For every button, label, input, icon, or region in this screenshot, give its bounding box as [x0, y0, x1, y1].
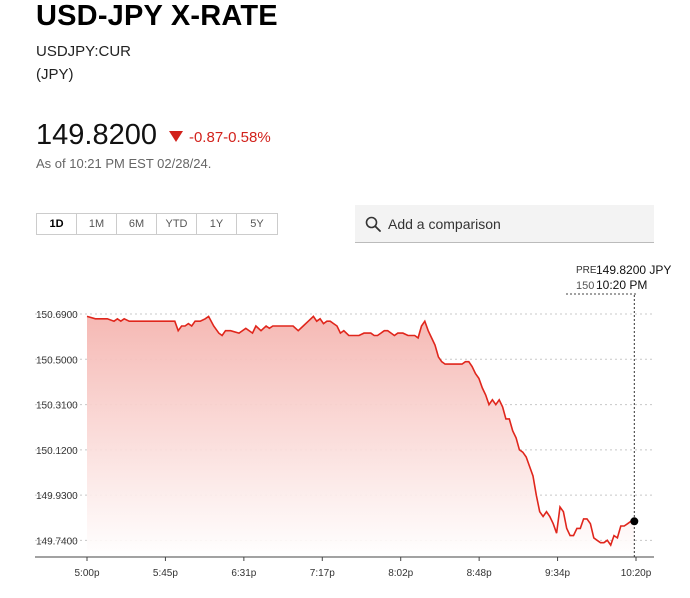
add-comparison-input[interactable]: Add a comparison: [355, 205, 654, 243]
price-tooltip: PRE 150 149.8200 JPY 10:20 PM: [566, 263, 671, 295]
add-comparison-placeholder: Add a comparison: [388, 215, 501, 232]
y-tick-label: 150.5000: [36, 355, 78, 366]
x-tick-label: 8:02p: [388, 568, 413, 579]
y-tick-label: 150.1200: [36, 446, 78, 457]
range-tab-5y[interactable]: 5Y: [250, 218, 264, 230]
currency-label: (JPY): [36, 66, 74, 83]
price-area: [87, 316, 635, 557]
last-price: 149.8200: [36, 118, 157, 151]
y-tick-label: 150.6900: [36, 310, 78, 321]
x-tick-label: 7:17p: [310, 568, 335, 579]
range-tab-6m[interactable]: 6M: [117, 214, 157, 234]
price-line: [86, 315, 635, 547]
price-chart[interactable]: 150.6900 150.5000 150.3100 150.1200 149.9300…: [0, 255, 690, 598]
range-tab-1y[interactable]: 1Y: [197, 214, 237, 234]
y-tick-label: 150.3100: [36, 401, 78, 412]
down-arrow-icon: [168, 131, 183, 142]
x-tick-label: 6:31p: [231, 568, 256, 579]
tooltip-time: 10:20 PM: [596, 278, 647, 292]
x-tick-label: 8:48p: [467, 568, 492, 579]
page-title: USD-JPY X-RATE: [36, 0, 278, 32]
search-icon: [365, 216, 381, 232]
tooltip-prefix-bottom: 150: [576, 280, 594, 292]
price-change-percent: -0.58%: [223, 128, 271, 146]
ticker-symbol: USDJPY:CUR: [36, 43, 132, 60]
tooltip-prefix-top: PRE: [576, 265, 597, 276]
range-selector: 1D 1M 6M YTD 1Y 5Y: [36, 213, 278, 235]
x-tick-label: 5:45p: [153, 568, 178, 579]
range-tab-1d[interactable]: 1D: [37, 214, 77, 234]
last-price-point: [630, 517, 639, 526]
y-tick-label: 149.7400: [36, 536, 78, 547]
range-tab-1m[interactable]: 1M: [77, 214, 117, 234]
range-tab-ytd[interactable]: YTD: [157, 214, 197, 234]
x-tick-label: 9:34p: [545, 568, 570, 579]
y-tick-label: 149.9300: [36, 491, 78, 502]
tooltip-price: 149.8200 JPY: [596, 263, 671, 277]
as-of-timestamp: As of 10:21 PM EST 02/28/24.: [36, 156, 212, 171]
price-change: -0.87: [188, 128, 224, 146]
x-tick-label: 5:00p: [74, 568, 99, 579]
quote-row: 149.8200 -0.87 -0.58%: [36, 117, 271, 153]
x-tick-label: 10:20p: [621, 568, 652, 579]
